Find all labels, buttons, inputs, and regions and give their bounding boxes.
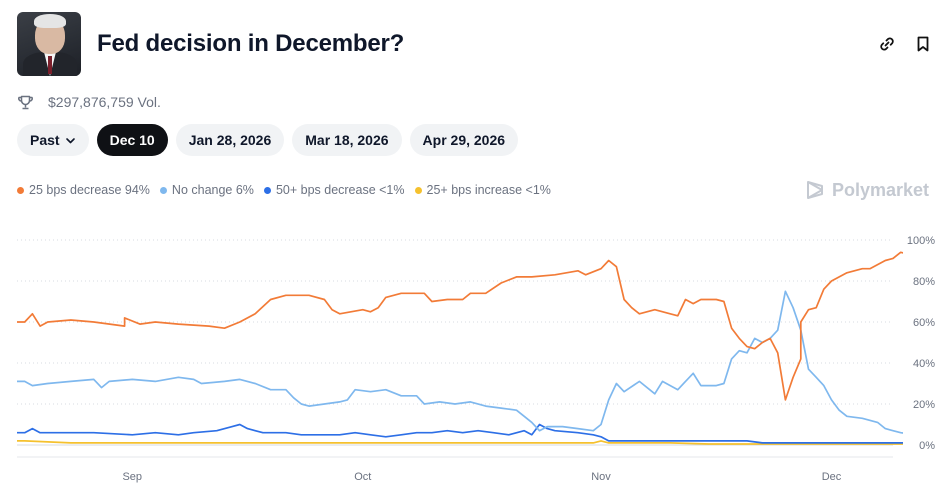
x-tick-label: Oct [354, 471, 371, 483]
chart-legend: 25 bps decrease 94% No change 6% 50+ bps… [17, 183, 551, 197]
x-tick-label: Nov [591, 471, 611, 483]
tab-dec-10[interactable]: Dec 10 [96, 124, 168, 156]
x-tick-label: Dec [822, 471, 842, 483]
market-header: Fed decision in December? [17, 12, 945, 78]
y-tick-label: 80% [913, 276, 935, 288]
legend-item-25bps-increase: 25+ bps increase <1% [414, 183, 551, 197]
legend-dot [414, 186, 422, 194]
x-tick-label: Sep [122, 471, 142, 483]
y-tick-label: 0% [919, 440, 935, 452]
legend-dot [159, 186, 167, 194]
brand-name: Polymarket [831, 179, 929, 200]
chevron-down-icon [65, 137, 75, 143]
legend-item-25bps-decrease: 25 bps decrease 94% [17, 183, 150, 197]
polymarket-watermark: Polymarket [804, 179, 929, 201]
date-tabs: Past Dec 10 Jan 28, 2026 Mar 18, 2026 Ap… [17, 124, 519, 156]
y-tick-label: 20% [913, 399, 935, 411]
series-line-25-bps-increase[interactable] [0, 439, 945, 445]
trophy-icon [18, 95, 33, 109]
link-icon[interactable] [877, 34, 897, 54]
volume-text: $297,876,759 Vol. [48, 94, 161, 110]
price-history-chart[interactable]: 0% 20% 40% 60% 80% 100% Sep Oct Nov Dec [0, 228, 945, 494]
y-tick-label: 40% [913, 358, 935, 370]
legend-label: 50+ bps decrease <1% [275, 183, 405, 197]
market-image [17, 12, 81, 76]
tab-past-label: Past [30, 132, 60, 148]
polymarket-logo-icon [806, 181, 823, 199]
volume-row: $297,876,759 Vol. [17, 92, 161, 112]
tab-past[interactable]: Past [17, 124, 89, 156]
legend-label: 25 bps decrease 94% [29, 183, 150, 197]
tab-mar-18-2026[interactable]: Mar 18, 2026 [292, 124, 402, 156]
chart-series [0, 251, 945, 445]
tab-jan-28-2026[interactable]: Jan 28, 2026 [175, 124, 285, 156]
chart-grid [17, 239, 893, 458]
chart-axis-labels: 0% 20% 40% 60% 80% 100% Sep Oct Nov Dec [122, 235, 935, 483]
legend-dot [17, 186, 24, 194]
market-title: Fed decision in December? [97, 30, 405, 57]
legend-label: 25+ bps increase <1% [426, 183, 551, 197]
y-tick-label: 100% [907, 235, 935, 247]
tab-apr-29-2026[interactable]: Apr 29, 2026 [409, 124, 519, 156]
legend-label: No change 6% [171, 183, 254, 197]
y-tick-label: 60% [913, 317, 935, 329]
bookmark-icon[interactable] [913, 34, 933, 54]
legend-dot [263, 186, 271, 194]
legend-item-50bps-decrease: 50+ bps decrease <1% [263, 183, 405, 197]
series-line-50-bps-decrease[interactable] [0, 420, 945, 444]
legend-item-no-change: No change 6% [159, 183, 254, 197]
series-line-25-bps-decrease[interactable] [0, 251, 945, 401]
